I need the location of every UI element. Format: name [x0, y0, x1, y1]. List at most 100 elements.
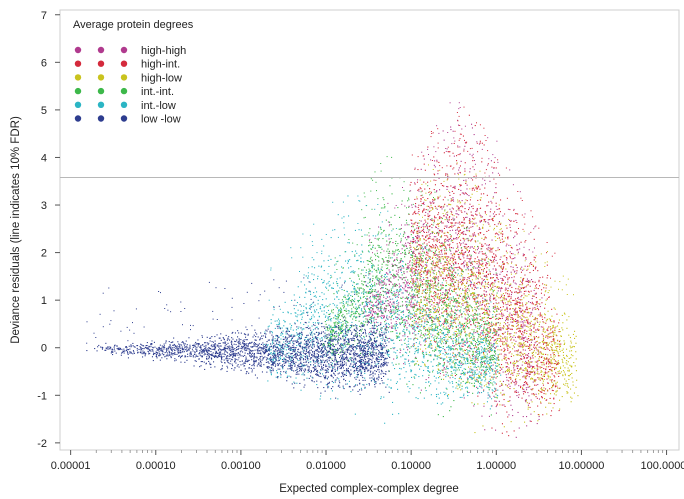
- data-point: [531, 389, 533, 391]
- data-point: [509, 251, 511, 253]
- data-point: [415, 203, 417, 205]
- data-point: [538, 378, 540, 380]
- data-point: [565, 382, 567, 384]
- data-point: [387, 260, 389, 262]
- data-point: [442, 300, 444, 302]
- data-point: [430, 136, 432, 138]
- data-point: [411, 222, 413, 224]
- data-point: [429, 214, 431, 216]
- data-point: [445, 252, 447, 254]
- data-point: [425, 309, 427, 311]
- data-point: [523, 216, 525, 218]
- data-point: [462, 324, 464, 326]
- data-point: [529, 373, 531, 375]
- data-point: [449, 243, 451, 245]
- data-point: [368, 331, 370, 333]
- data-point: [500, 345, 502, 347]
- data-point: [531, 361, 533, 363]
- data-point: [521, 345, 523, 347]
- data-point: [431, 238, 433, 240]
- data-point: [545, 406, 547, 408]
- data-point: [464, 222, 466, 224]
- data-point: [463, 106, 465, 108]
- data-point: [503, 266, 505, 268]
- data-point: [417, 261, 419, 263]
- data-point: [503, 394, 505, 396]
- data-point: [566, 355, 568, 357]
- data-point: [552, 335, 554, 337]
- data-point: [418, 288, 420, 290]
- data-point: [550, 359, 552, 361]
- data-point: [419, 272, 421, 274]
- data-point: [432, 201, 434, 203]
- data-point: [568, 369, 570, 371]
- data-point: [366, 318, 368, 320]
- data-point: [529, 302, 531, 304]
- data-point: [487, 258, 489, 260]
- data-point: [539, 356, 541, 358]
- data-point: [471, 246, 473, 248]
- data-point: [526, 316, 528, 318]
- data-point: [417, 206, 419, 208]
- data-point: [500, 313, 502, 315]
- data-point: [535, 266, 537, 268]
- data-point: [415, 261, 417, 263]
- data-point: [555, 349, 557, 351]
- data-point: [425, 337, 427, 339]
- data-point: [457, 172, 459, 174]
- data-point: [444, 339, 446, 341]
- data-point: [426, 319, 428, 321]
- data-point: [536, 397, 538, 399]
- data-point: [433, 202, 435, 204]
- data-point: [537, 366, 539, 368]
- data-point: [495, 315, 497, 317]
- data-point: [420, 220, 422, 222]
- data-point: [521, 314, 523, 316]
- data-point: [435, 291, 437, 293]
- data-point: [562, 374, 564, 376]
- data-point: [434, 309, 436, 311]
- data-point: [474, 432, 476, 434]
- data-point: [495, 274, 497, 276]
- data-point: [454, 339, 456, 341]
- data-point: [522, 346, 524, 348]
- data-point: [434, 281, 436, 283]
- data-point: [515, 307, 517, 309]
- data-point: [410, 302, 412, 304]
- data-point: [458, 200, 460, 202]
- data-point: [515, 213, 517, 215]
- data-point: [424, 365, 426, 367]
- data-point: [419, 311, 421, 313]
- data-point: [537, 368, 539, 370]
- data-point: [453, 355, 455, 357]
- data-point: [425, 209, 427, 211]
- data-point: [423, 242, 425, 244]
- data-point: [485, 329, 487, 331]
- data-point: [522, 287, 524, 289]
- data-point: [525, 376, 527, 378]
- data-point: [544, 374, 546, 376]
- data-point: [489, 329, 491, 331]
- data-point: [420, 344, 422, 346]
- data-point: [524, 362, 526, 364]
- data-point: [558, 362, 560, 364]
- data-point: [541, 364, 543, 366]
- data-point: [446, 258, 448, 260]
- data-point: [552, 390, 554, 392]
- data-point: [427, 254, 429, 256]
- data-point: [449, 276, 451, 278]
- data-point: [456, 163, 458, 165]
- data-point: [506, 366, 508, 368]
- data-point: [385, 291, 387, 293]
- data-point: [555, 394, 557, 396]
- data-point: [526, 370, 528, 372]
- data-point: [423, 203, 425, 205]
- data-point: [551, 343, 553, 345]
- data-point: [572, 333, 574, 335]
- data-point: [495, 299, 497, 301]
- data-point: [465, 321, 467, 323]
- data-point: [453, 270, 455, 272]
- data-point: [464, 260, 466, 262]
- data-point: [482, 369, 484, 371]
- data-point: [547, 344, 549, 346]
